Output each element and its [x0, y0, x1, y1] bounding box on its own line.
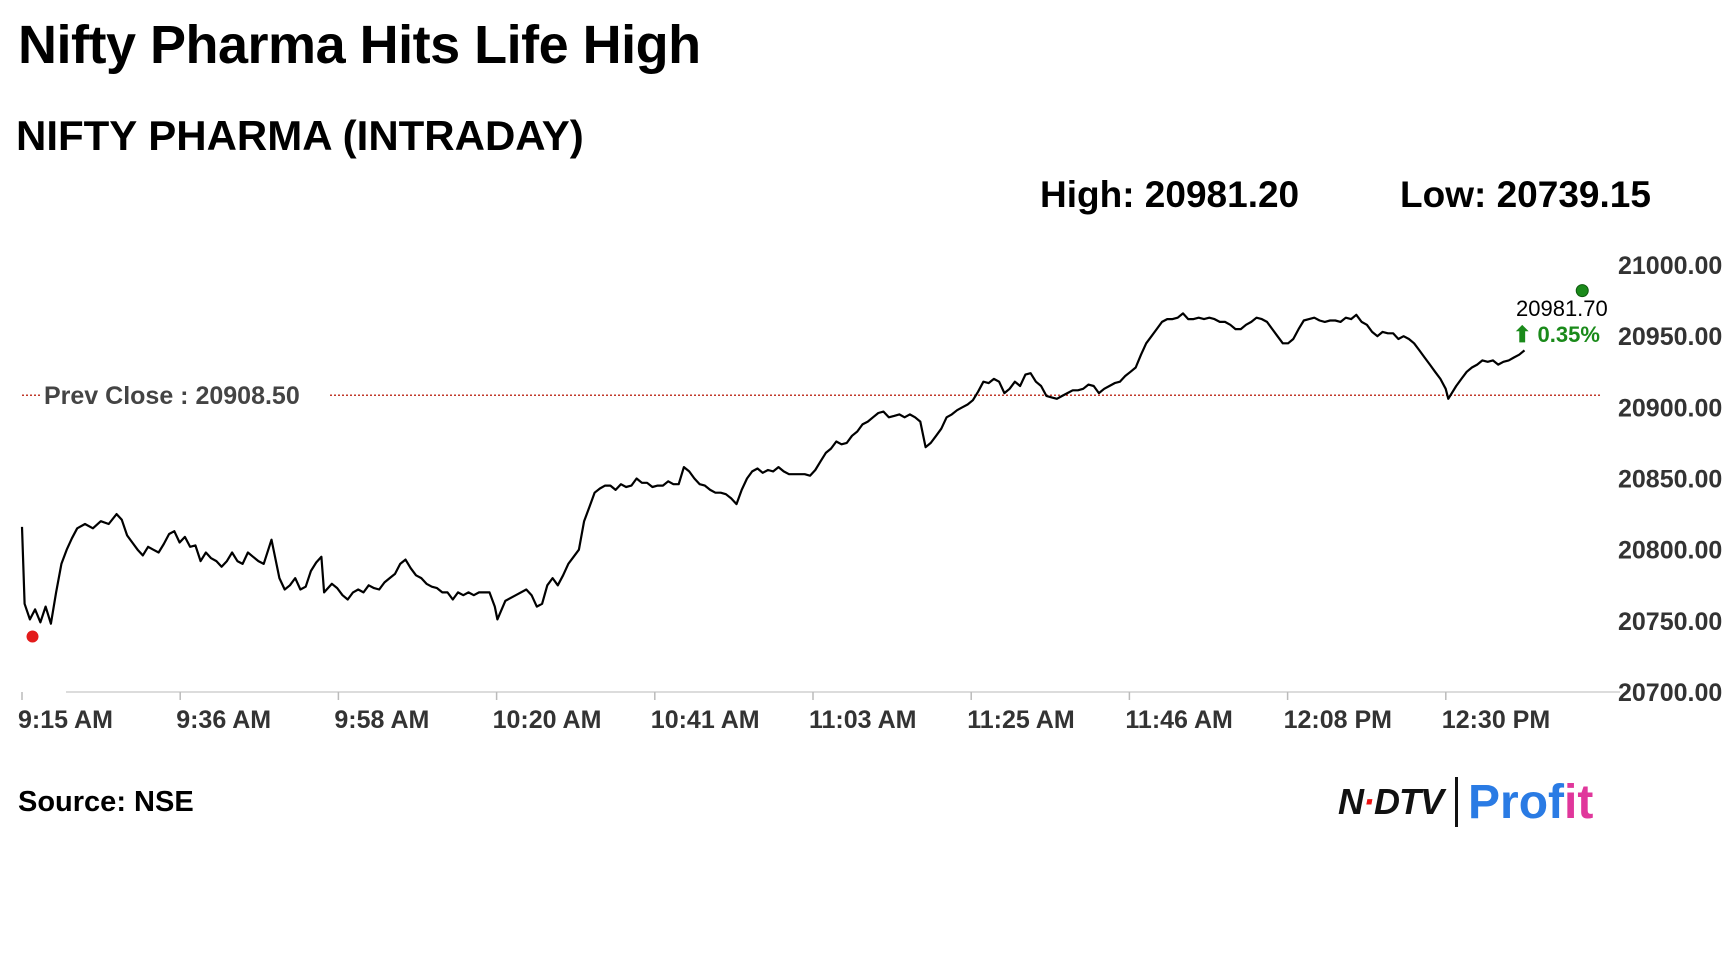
x-tick-label: 9:36 AM [176, 706, 271, 734]
x-tick-label: 12:30 PM [1442, 706, 1550, 734]
y-tick-label: 20950.00 [1618, 323, 1722, 351]
high-value: High: 20981.20 [1040, 174, 1300, 215]
price-line [20, 312, 1526, 625]
x-tick-label: 10:41 AM [651, 706, 760, 734]
x-tick-label: 11:25 AM [967, 706, 1074, 734]
chart-subtitle: NIFTY PHARMA (INTRADAY) [16, 112, 584, 159]
last-value-label: 20981.70 [1516, 296, 1608, 321]
y-tick-label: 21000.00 [1618, 252, 1722, 280]
x-tick-label: 9:58 AM [334, 706, 429, 734]
low-value: Low: 20739.15 [1400, 174, 1651, 215]
high-marker [1575, 284, 1589, 298]
y-tick-label: 20800.00 [1618, 537, 1722, 565]
x-tick-label: 11:46 AM [1125, 706, 1232, 734]
x-tick-label: 9:15 AM [18, 706, 113, 734]
ndtv-wordmark: N·DTV [1338, 781, 1444, 822]
low-marker [26, 630, 39, 643]
y-tick-label: 20700.00 [1618, 679, 1722, 707]
x-tick-label: 11:03 AM [809, 706, 916, 734]
y-tick-label: 20750.00 [1618, 608, 1722, 636]
profit-wordmark: Profit [1468, 775, 1594, 829]
x-tick-label: 10:20 AM [493, 706, 602, 734]
y-tick-label: 20900.00 [1618, 394, 1722, 422]
logo-divider [1455, 777, 1458, 827]
last-change-label: ⬆ 0.35% [1513, 322, 1600, 347]
y-tick-label: 20850.00 [1618, 466, 1722, 494]
chart-headline: Nifty Pharma Hits Life High [18, 15, 701, 75]
x-tick-label: 12:08 PM [1284, 706, 1392, 734]
source-note: Source: NSE [18, 786, 194, 818]
ndtv-profit-logo: N·DTV Profit [1338, 772, 1593, 832]
prev-close-label: Prev Close : 20908.50 [44, 382, 300, 410]
